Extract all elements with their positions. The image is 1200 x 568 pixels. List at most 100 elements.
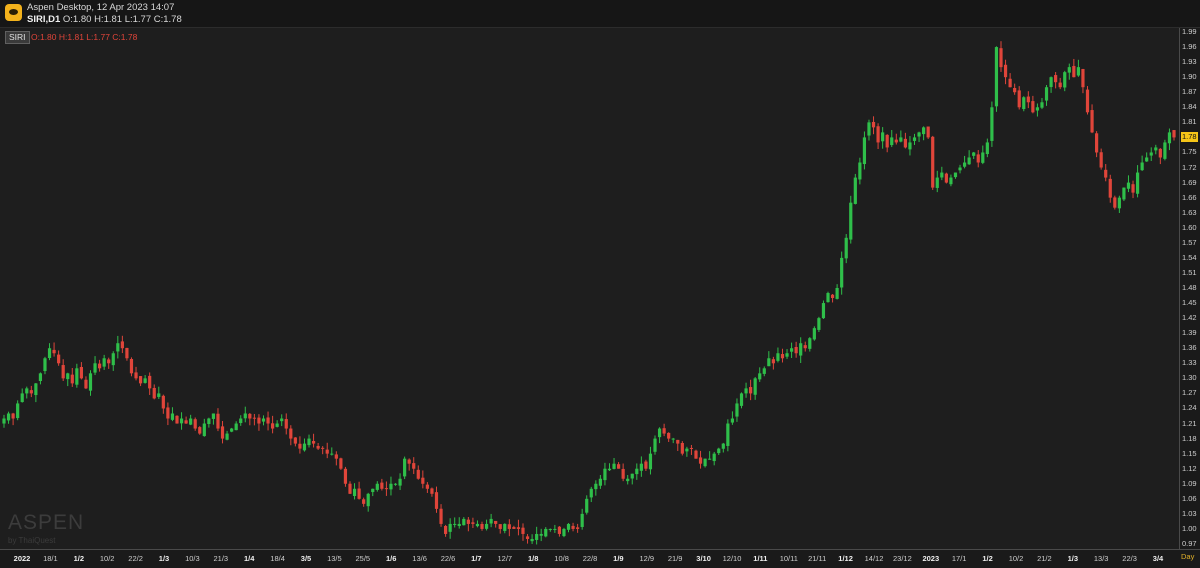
- candle: [266, 411, 270, 431]
- candle: [70, 367, 74, 387]
- candle-body: [621, 468, 625, 479]
- candle: [170, 407, 175, 422]
- candle: [876, 123, 880, 150]
- candle: [1145, 152, 1149, 162]
- candle-body: [976, 154, 980, 163]
- candle-body: [380, 482, 384, 489]
- candle-body: [129, 358, 134, 374]
- candle: [480, 521, 484, 531]
- candle-body: [894, 139, 898, 143]
- candle-body: [480, 524, 484, 529]
- candle-body: [252, 417, 256, 419]
- candle: [216, 408, 220, 432]
- date-tick: 22/6: [440, 554, 456, 563]
- candle-body: [334, 454, 338, 459]
- candle-body: [735, 403, 739, 417]
- candle: [580, 508, 584, 530]
- candle-body: [1076, 67, 1080, 76]
- candle-body: [393, 483, 398, 485]
- candle-body: [175, 415, 179, 424]
- candle: [981, 145, 985, 165]
- candle: [498, 524, 502, 534]
- candle: [298, 436, 302, 454]
- candle: [708, 451, 712, 460]
- price-tick: 1.03: [1182, 508, 1197, 518]
- candle: [576, 523, 580, 533]
- candle-body: [243, 413, 247, 419]
- candle: [1067, 63, 1071, 80]
- candle: [407, 458, 411, 471]
- candle-body: [325, 449, 329, 454]
- candle-body: [375, 483, 379, 490]
- date-tick: 1/7: [471, 554, 482, 563]
- candle-body: [776, 353, 780, 361]
- date-tick: 10/11: [779, 554, 798, 563]
- candle: [66, 372, 70, 387]
- candle: [689, 444, 694, 455]
- candle: [903, 132, 908, 149]
- candle-body: [753, 378, 757, 395]
- candle-body: [220, 426, 225, 439]
- candle-body: [639, 463, 643, 471]
- candle-body: [1172, 130, 1176, 138]
- candle: [129, 357, 134, 377]
- candle-body: [539, 533, 543, 536]
- candle: [744, 382, 748, 398]
- candle: [671, 437, 675, 444]
- candle-body: [826, 293, 830, 303]
- price-tick: 1.99: [1182, 27, 1197, 36]
- chart-area[interactable]: [0, 28, 1179, 549]
- candle-body: [111, 353, 115, 366]
- candle-body: [676, 439, 680, 444]
- candle-body: [749, 387, 753, 394]
- candle-body: [75, 368, 79, 385]
- candle: [844, 234, 848, 264]
- candle-body: [589, 488, 593, 498]
- candle-body: [1085, 89, 1090, 113]
- candle-body: [239, 418, 243, 424]
- candle: [667, 432, 671, 442]
- price-tick: 0.97: [1182, 539, 1197, 548]
- candle-body: [1167, 132, 1172, 144]
- candle-body: [1035, 107, 1040, 111]
- candle-body: [1008, 78, 1012, 88]
- candle: [840, 251, 844, 295]
- date-tick: 22/8: [582, 554, 598, 563]
- candle-body: [562, 528, 566, 537]
- candle: [34, 382, 38, 403]
- candle: [940, 166, 944, 181]
- candle-body: [667, 432, 671, 439]
- candle-body: [780, 354, 785, 359]
- timeframe-day-button[interactable]: Day: [1181, 552, 1195, 561]
- candlestick-chart[interactable]: [0, 28, 1179, 549]
- candle: [6, 411, 11, 424]
- candle: [184, 416, 188, 424]
- symbol-tag[interactable]: SIRI: [5, 31, 30, 44]
- candle: [234, 421, 238, 431]
- candle: [780, 348, 785, 363]
- candle: [612, 457, 616, 470]
- date-axis[interactable]: 2022 18/1 1/2 10/2 22/2 1/3 10/3 21/3 1/4 18/4 3/5…: [0, 549, 1200, 568]
- candle: [1158, 148, 1162, 165]
- date-tick: 12/7: [497, 554, 513, 563]
- date-tick: 25/5: [355, 554, 371, 563]
- candle: [148, 372, 152, 395]
- candle-body: [521, 527, 525, 534]
- candle-body: [448, 523, 452, 532]
- price-tick: 1.63: [1182, 207, 1197, 217]
- candle: [653, 435, 657, 455]
- candle: [1122, 187, 1126, 202]
- candle: [1135, 165, 1140, 198]
- candle-body: [653, 438, 657, 452]
- candle: [362, 497, 366, 507]
- candle-body: [289, 428, 293, 439]
- candle: [994, 46, 999, 112]
- candle: [516, 519, 521, 536]
- candle-body: [525, 536, 530, 539]
- candle: [626, 475, 630, 485]
- candle-body: [20, 393, 24, 403]
- candle-body: [503, 523, 507, 531]
- candle: [198, 426, 202, 435]
- candle-body: [343, 468, 348, 484]
- price-axis[interactable]: [1179, 28, 1200, 549]
